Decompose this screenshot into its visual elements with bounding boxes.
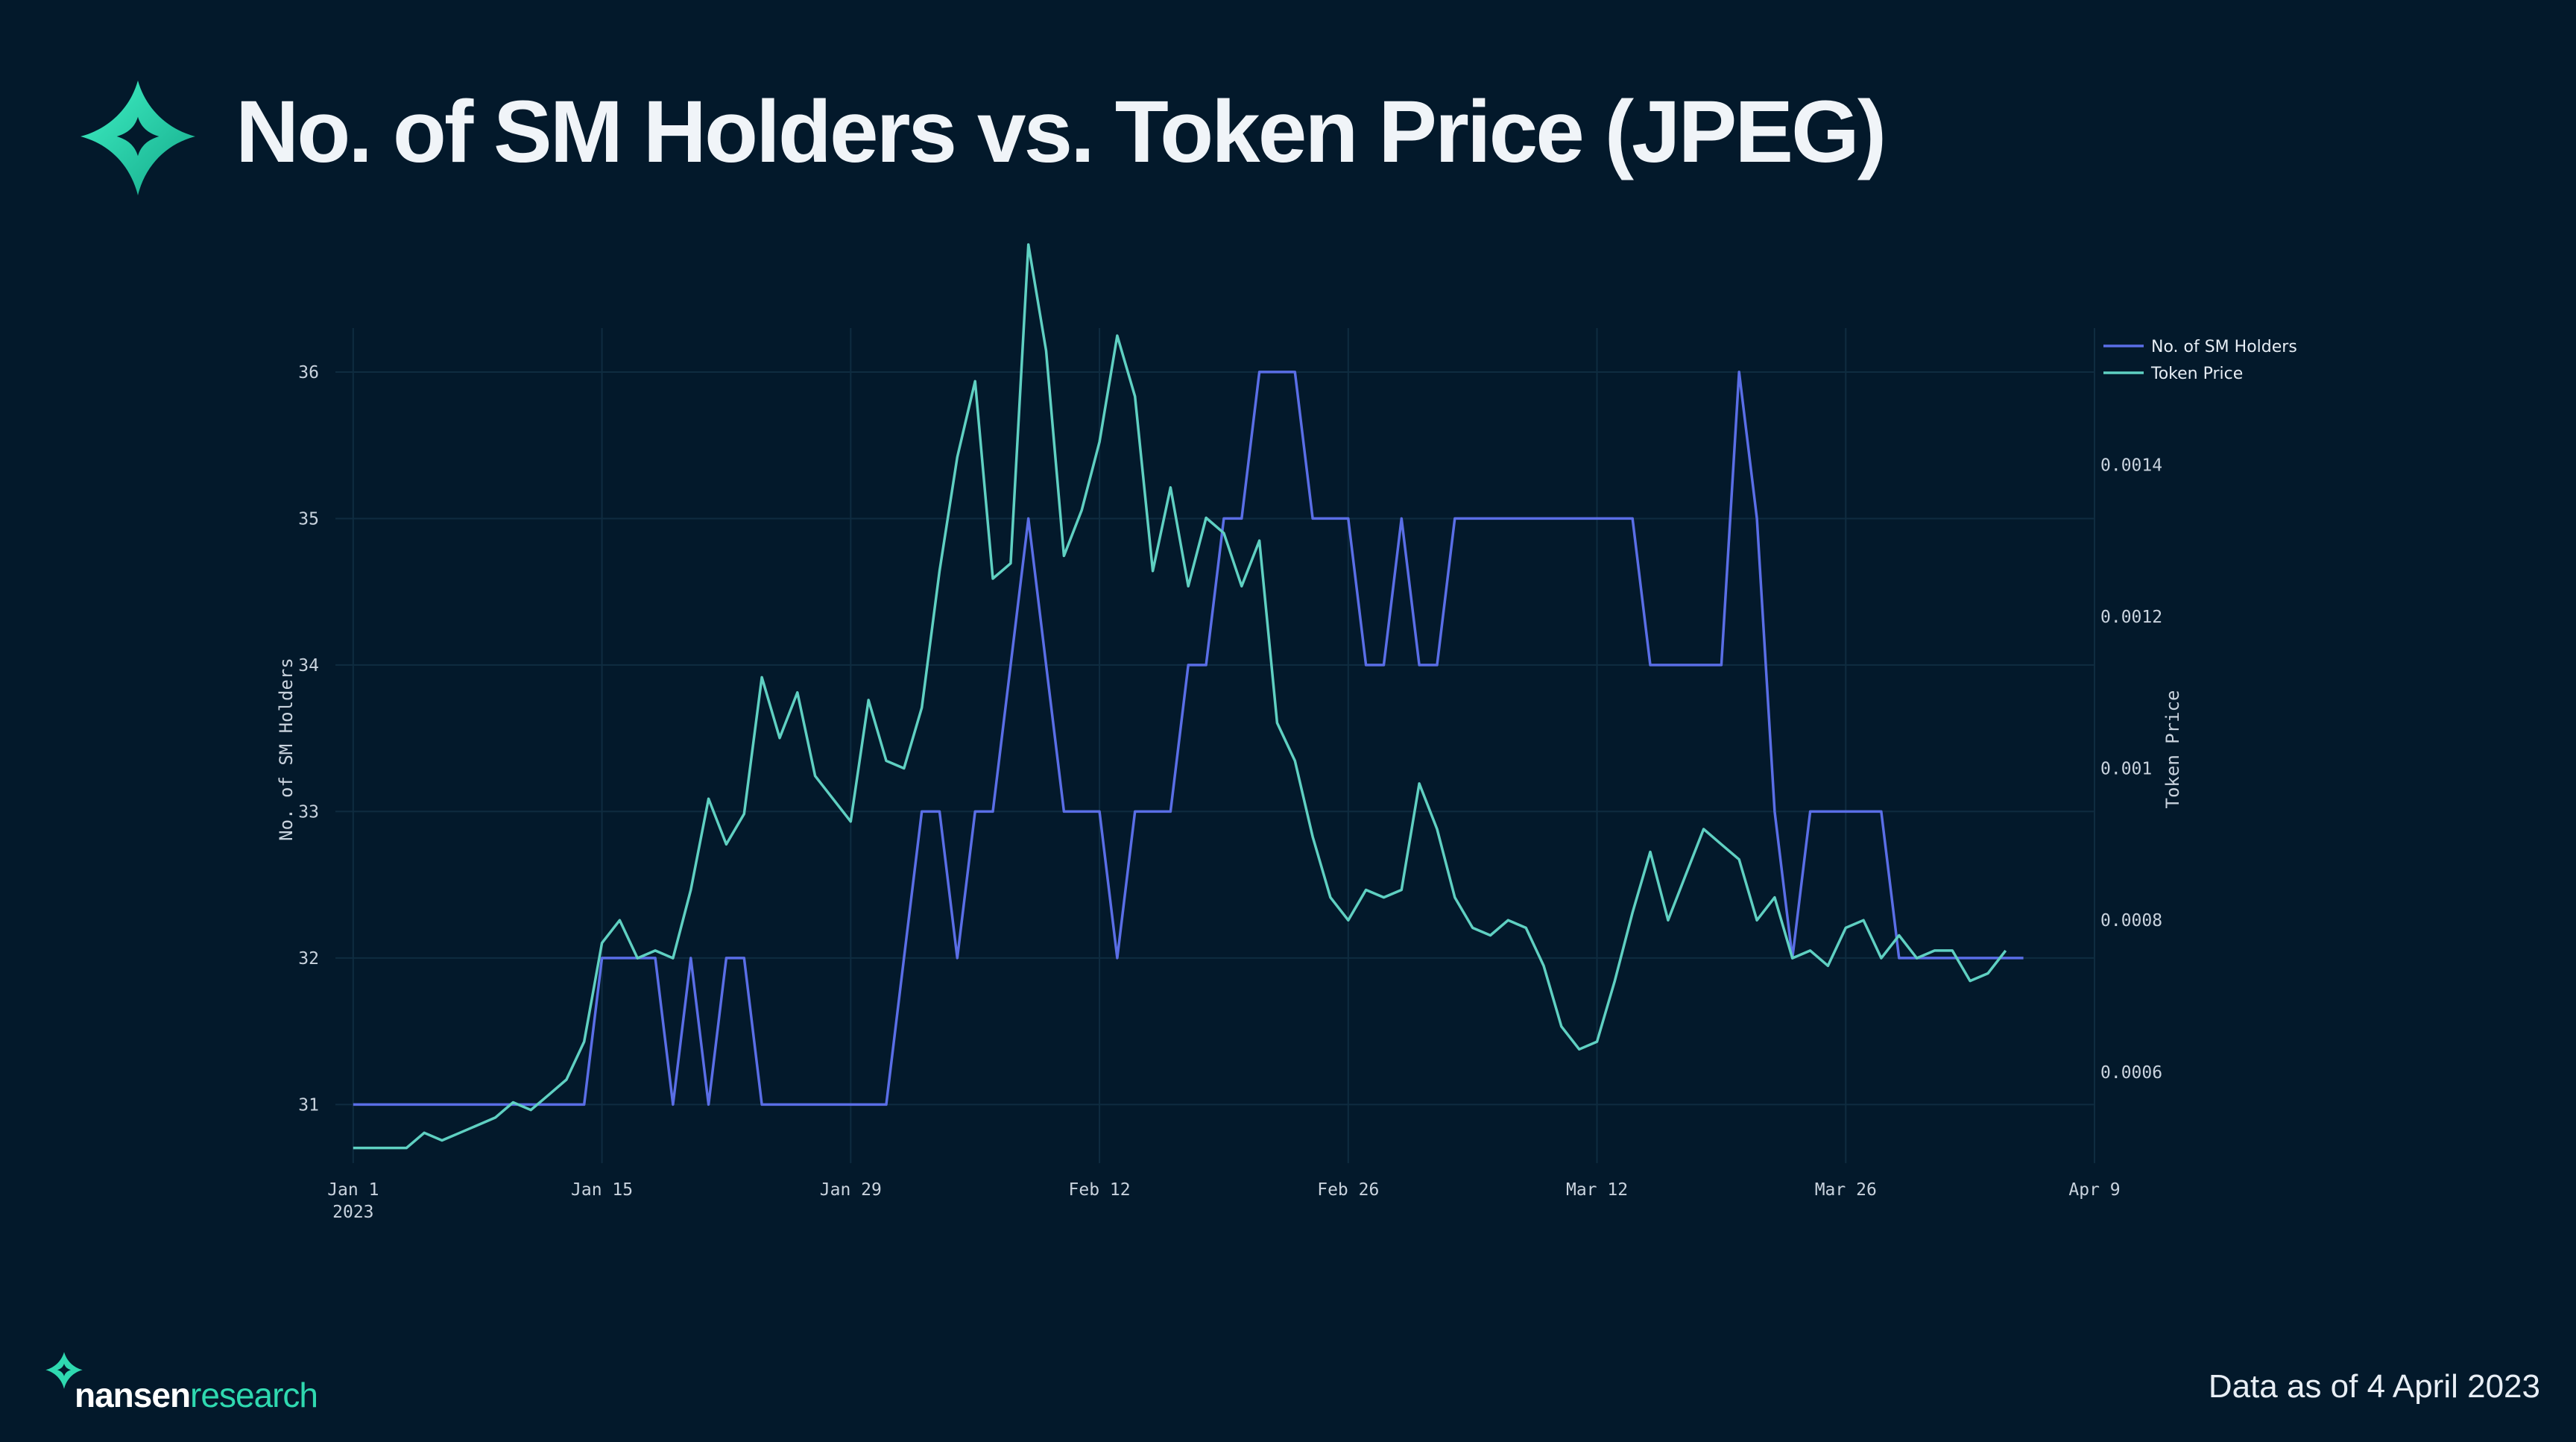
page-title: No. of SM Holders vs. Token Price (JPEG) [236, 83, 1887, 181]
legend-label: No. of SM Holders [2151, 338, 2297, 356]
legend-label: Token Price [2150, 365, 2243, 383]
y2-tick-label: 0.001 [2100, 760, 2152, 779]
brand-wordmark: nansenresearch [75, 1378, 318, 1412]
legend: No. of SM Holders Token Price [2103, 338, 2297, 383]
y-tick-label: 31 [298, 1095, 319, 1115]
y-axis-title: No. of SM Holders [276, 658, 297, 841]
brand-primary: nansen [75, 1376, 191, 1414]
y-axis-ticks: 31 32 33 34 35 36 [298, 363, 319, 1115]
nansen-small-star-icon [45, 1352, 83, 1389]
x-tick-label: Jan 15 [571, 1180, 633, 1200]
data-date-note: Data as of 4 April 2023 [2208, 1368, 2540, 1405]
y-tick-label: 34 [298, 656, 319, 676]
y2-tick-label: 0.0008 [2100, 911, 2162, 931]
y-tick-label: 33 [298, 802, 319, 822]
y-tick-label: 32 [298, 949, 319, 969]
y2-axis-ticks: 0.0006 0.0008 0.001 0.0012 0.0014 [2100, 456, 2162, 1083]
grid-lines [335, 328, 2095, 1163]
y2-tick-label: 0.0012 [2100, 608, 2162, 627]
y-tick-label: 35 [298, 509, 319, 529]
x-tick-label: Jan 29 [820, 1180, 882, 1200]
x-tick-label: Jan 1 [327, 1180, 379, 1200]
y2-tick-label: 0.0014 [2100, 456, 2162, 475]
x-tick-label: Feb 12 [1069, 1180, 1131, 1200]
x-axis-ticks: Jan 1 2023 Jan 15 Jan 29 Feb 12 Feb 26 Mar 12 M… [327, 1180, 2120, 1222]
x-tick-label: Mar 12 [1566, 1180, 1628, 1200]
nansen-star-logo-icon [80, 81, 195, 195]
x-tick-label: Mar 26 [1815, 1180, 1877, 1200]
nansen-research-brand: nansenresearch [42, 1351, 370, 1412]
y2-axis-title: Token Price [2162, 690, 2183, 809]
y2-tick-label: 0.0006 [2100, 1063, 2162, 1083]
series-line-token-price [353, 243, 2007, 1150]
series-line-no-of-sm-holders [353, 371, 2024, 1106]
x-tick-label: Feb 26 [1317, 1180, 1379, 1200]
x-tick-sublabel: 2023 [332, 1203, 373, 1222]
series-layer [353, 243, 2024, 1150]
x-tick-label: Apr 9 [2068, 1180, 2120, 1200]
brand-secondary: research [190, 1376, 318, 1414]
y-tick-label: 36 [298, 363, 319, 382]
